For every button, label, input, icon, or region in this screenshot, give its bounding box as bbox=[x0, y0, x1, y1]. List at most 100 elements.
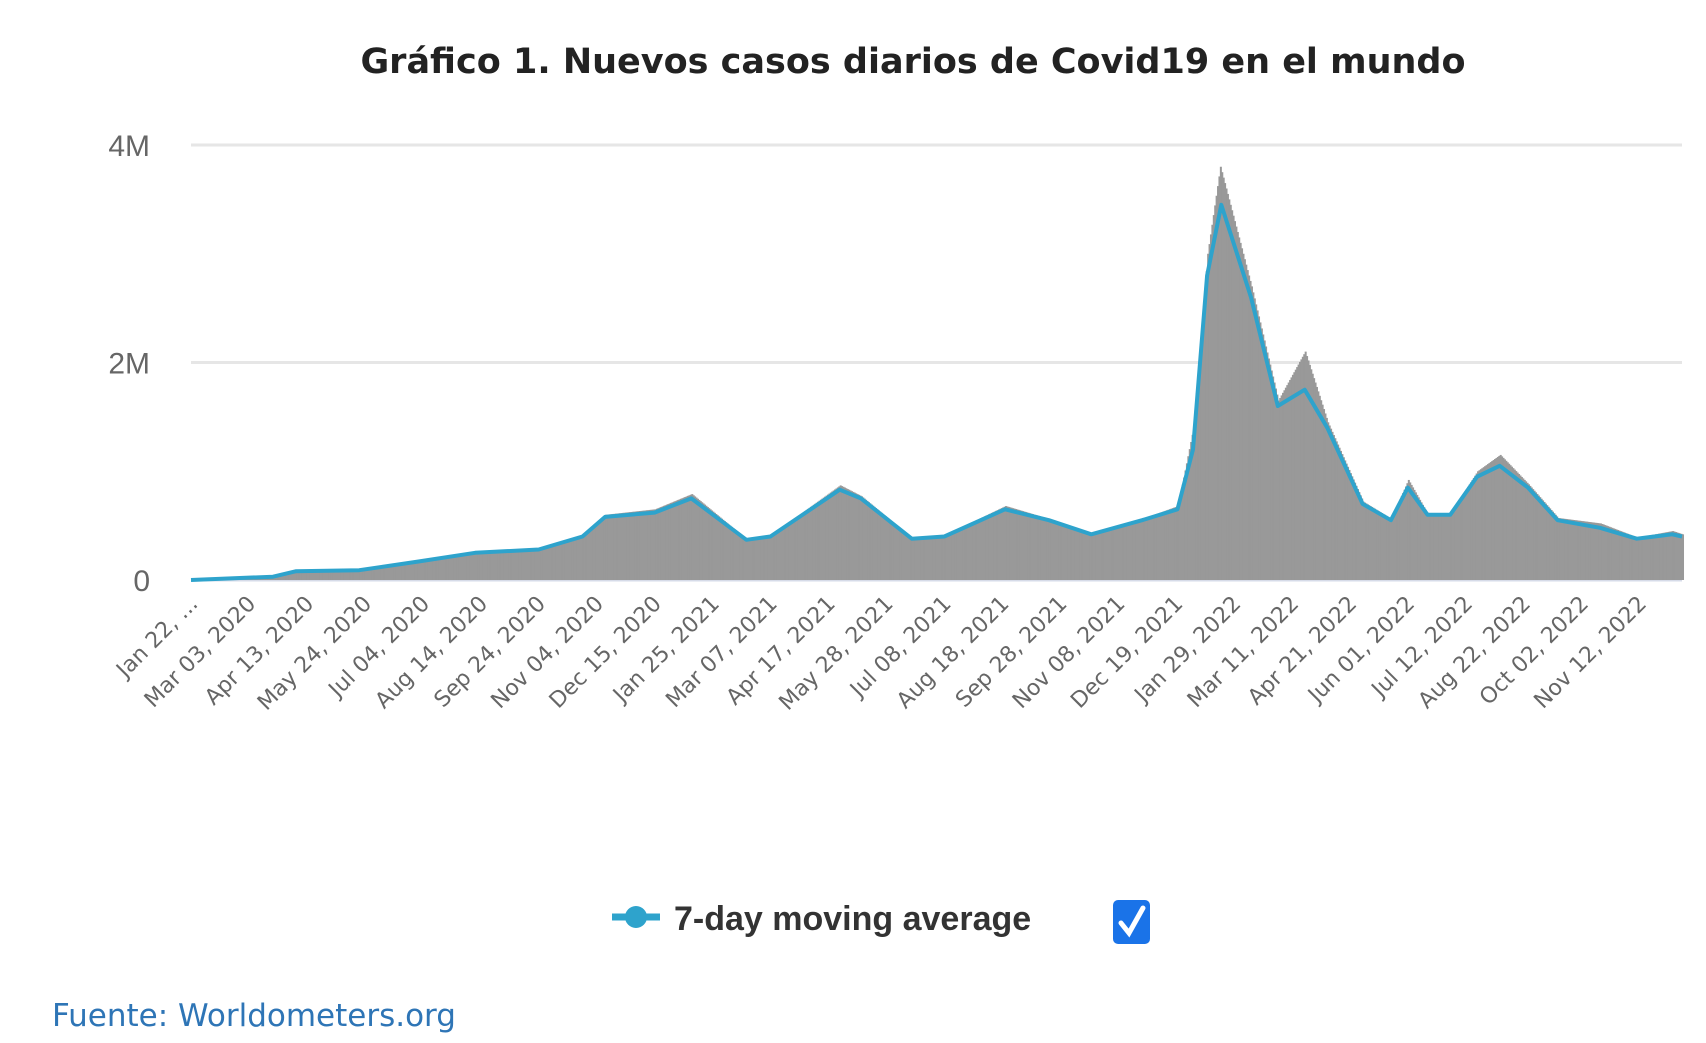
daily-bar bbox=[468, 552, 471, 580]
daily-bar bbox=[1679, 533, 1682, 580]
daily-bar bbox=[831, 491, 834, 580]
daily-bar bbox=[465, 553, 468, 580]
daily-bar bbox=[318, 570, 321, 580]
daily-bar bbox=[769, 535, 772, 580]
daily-bar bbox=[1611, 527, 1614, 580]
daily-bar bbox=[1659, 533, 1662, 580]
daily-bar bbox=[1137, 520, 1140, 580]
daily-bar bbox=[983, 516, 986, 580]
legend[interactable]: 7-day moving average bbox=[612, 900, 1150, 944]
daily-bar bbox=[411, 561, 414, 580]
daily-bar bbox=[931, 536, 934, 580]
daily-bar bbox=[562, 541, 565, 580]
daily-bar bbox=[978, 519, 981, 580]
daily-bar bbox=[968, 523, 971, 580]
daily-bar bbox=[860, 496, 863, 580]
daily-bar bbox=[335, 570, 338, 580]
daily-bar bbox=[1027, 512, 1030, 580]
daily-bar bbox=[1512, 468, 1515, 580]
source-link[interactable]: Fuente: Worldometers.org bbox=[52, 998, 456, 1034]
daily-bar bbox=[671, 502, 674, 580]
daily-bar bbox=[1554, 514, 1557, 580]
daily-bar bbox=[640, 510, 643, 580]
daily-bar bbox=[439, 557, 442, 580]
daily-bar bbox=[1276, 394, 1279, 580]
daily-bar bbox=[542, 547, 545, 580]
daily-bar bbox=[1622, 532, 1625, 580]
daily-bar bbox=[1010, 507, 1013, 580]
daily-bar bbox=[322, 570, 325, 580]
daily-bar bbox=[801, 512, 804, 580]
daily-bar bbox=[1047, 518, 1050, 580]
daily-bar bbox=[756, 537, 759, 580]
daily-bar bbox=[1013, 508, 1016, 580]
daily-bar bbox=[1568, 519, 1571, 580]
daily-bar bbox=[838, 486, 841, 580]
daily-bar bbox=[528, 548, 531, 580]
daily-bar bbox=[449, 555, 452, 580]
daily-bar bbox=[1335, 441, 1338, 580]
daily-bar bbox=[1051, 520, 1054, 580]
daily-bar bbox=[1400, 496, 1403, 580]
daily-bar bbox=[911, 538, 914, 580]
daily-bar bbox=[1198, 358, 1201, 580]
daily-bar bbox=[1006, 506, 1009, 580]
daily-bar bbox=[549, 545, 552, 580]
daily-bar bbox=[1096, 532, 1099, 580]
daily-bar bbox=[639, 511, 642, 580]
daily-bar bbox=[1111, 528, 1114, 580]
daily-bar bbox=[1584, 521, 1587, 580]
daily-bar bbox=[1024, 511, 1027, 580]
legend-label[interactable]: 7-day moving average bbox=[674, 900, 1031, 938]
daily-bar bbox=[1279, 397, 1282, 580]
daily-bar bbox=[1423, 507, 1426, 580]
daily-bar bbox=[349, 569, 352, 580]
daily-bar bbox=[408, 561, 411, 580]
daily-bar bbox=[1311, 373, 1314, 580]
daily-bar bbox=[1208, 244, 1211, 581]
daily-bar bbox=[1399, 499, 1402, 580]
daily-bar bbox=[1195, 392, 1198, 580]
daily-bar bbox=[1098, 532, 1101, 580]
daily-bar bbox=[1218, 176, 1221, 580]
daily-bar bbox=[678, 499, 681, 580]
daily-bar bbox=[606, 514, 609, 580]
daily-bar bbox=[660, 506, 663, 580]
daily-bar bbox=[443, 556, 446, 580]
daily-bar bbox=[1451, 511, 1454, 580]
daily-bar bbox=[466, 553, 469, 580]
daily-bar bbox=[704, 504, 707, 580]
legend-checkbox[interactable] bbox=[1113, 900, 1150, 944]
daily-bar bbox=[1520, 476, 1523, 580]
daily-bar bbox=[1084, 531, 1087, 580]
daily-bar bbox=[1101, 531, 1104, 580]
daily-bar bbox=[1016, 509, 1019, 580]
daily-bar bbox=[884, 516, 887, 580]
daily-bar bbox=[770, 535, 773, 580]
daily-bar bbox=[1535, 492, 1538, 580]
daily-bar bbox=[743, 537, 746, 580]
daily-bar bbox=[828, 493, 831, 580]
daily-bar bbox=[1112, 527, 1115, 580]
daily-bar bbox=[1372, 507, 1375, 580]
daily-bar bbox=[945, 534, 948, 580]
daily-bar bbox=[1650, 534, 1653, 580]
daily-bar bbox=[1648, 535, 1651, 580]
daily-bar bbox=[1294, 369, 1297, 580]
daily-bar bbox=[1193, 427, 1196, 580]
daily-bar bbox=[1417, 497, 1420, 580]
daily-bar bbox=[1397, 502, 1400, 580]
daily-bar bbox=[469, 552, 472, 580]
daily-bar bbox=[1665, 532, 1668, 580]
daily-bar bbox=[1635, 537, 1638, 580]
daily-bar bbox=[1204, 288, 1207, 580]
daily-bar bbox=[1301, 356, 1304, 580]
daily-bar bbox=[1262, 334, 1265, 580]
daily-bar bbox=[1188, 449, 1191, 580]
daily-bar bbox=[520, 549, 523, 580]
daily-bar bbox=[1482, 467, 1485, 580]
daily-bar bbox=[1149, 516, 1152, 580]
daily-bar bbox=[1368, 505, 1371, 580]
daily-bar bbox=[1160, 512, 1163, 580]
